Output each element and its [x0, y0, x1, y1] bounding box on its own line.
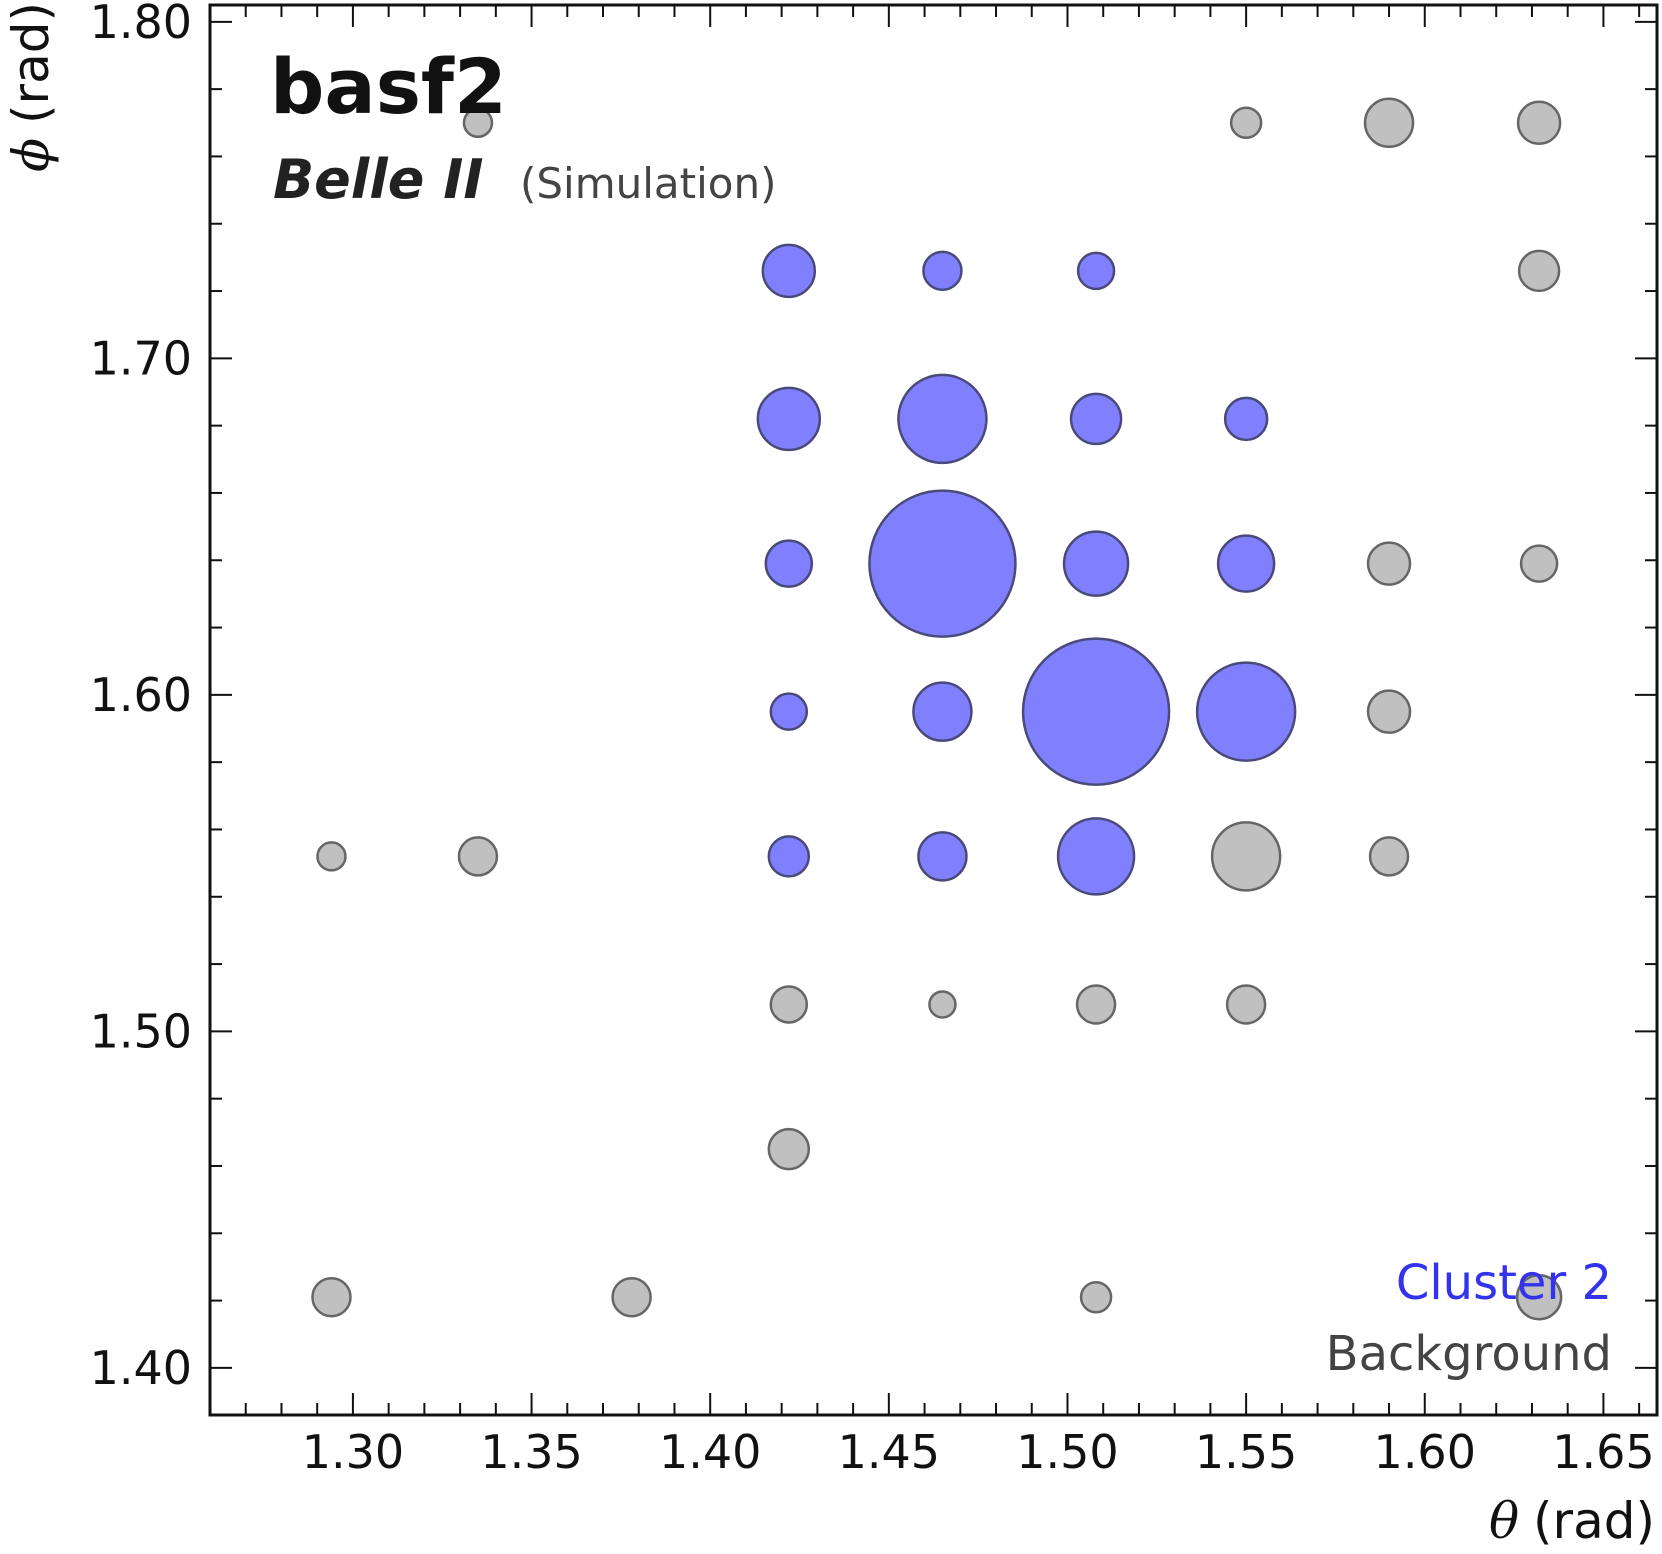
cluster-point	[922, 250, 963, 292]
y-axis-unit: (rad)	[2, 2, 60, 124]
background-point	[1229, 106, 1263, 140]
cluster-point	[1216, 534, 1276, 593]
legend-entry-background: Background	[1326, 1326, 1612, 1382]
cluster-point	[1223, 396, 1269, 442]
x-tick-label: 1.30	[302, 1425, 404, 1479]
cluster-point	[1069, 392, 1123, 446]
background-point	[311, 1276, 352, 1318]
cluster-point	[1076, 251, 1116, 291]
cluster-point	[917, 831, 968, 882]
background-point	[611, 1276, 652, 1318]
x-tick-label: 1.60	[1374, 1425, 1476, 1479]
background-point	[1363, 97, 1415, 149]
background-point	[1515, 1273, 1563, 1321]
simulation-status-label: (Simulation)	[520, 159, 777, 208]
background-point	[462, 107, 494, 139]
cluster-point	[868, 489, 1017, 638]
software-label: basf2	[270, 42, 507, 131]
x-tick-label: 1.40	[659, 1425, 761, 1479]
background-point	[1210, 821, 1282, 892]
x-tick-label: 1.55	[1195, 1425, 1297, 1479]
tick-labels: 1.30 1.35 1.40 1.45 1.50 1.55 1.60 1.65 1.40 1.50…	[90, 0, 1655, 1479]
cluster-point	[756, 386, 822, 452]
plot-frame	[208, 3, 1659, 1417]
background-point	[1079, 1280, 1113, 1314]
background-point	[1366, 689, 1412, 734]
y-tick-label: 1.80	[90, 0, 192, 49]
cluster-point	[912, 681, 973, 742]
background-point	[769, 985, 809, 1024]
cluster-point	[764, 539, 814, 588]
background-point	[1516, 100, 1562, 146]
y-tick-label: 1.60	[90, 668, 192, 722]
x-axis-unit: (rad)	[1533, 1492, 1655, 1550]
cluster-point	[1056, 817, 1136, 896]
cluster-point	[897, 373, 988, 465]
x-tick-label: 1.45	[838, 1425, 940, 1479]
x-axis-label: θ (rad)	[1489, 1492, 1655, 1550]
data-points	[311, 97, 1563, 1321]
background-point	[457, 836, 499, 877]
cluster-point	[1195, 661, 1297, 762]
cluster-point	[769, 692, 809, 731]
y-tick-label: 1.50	[90, 1004, 192, 1058]
legend-entry-cluster: Cluster 2	[1396, 1255, 1612, 1311]
cluster-point	[761, 243, 817, 299]
background-point	[1517, 249, 1561, 293]
background-point	[1225, 984, 1267, 1025]
y-axis-symbol: ϕ	[2, 138, 60, 172]
axis-ticks	[209, 5, 1657, 1415]
y-tick-label: 1.40	[90, 1341, 192, 1395]
background-point	[316, 841, 347, 872]
background-point	[1519, 544, 1559, 583]
background-point	[1075, 984, 1117, 1025]
background-point	[767, 1127, 811, 1171]
x-tick-label: 1.65	[1552, 1425, 1654, 1479]
cluster-point	[1062, 530, 1130, 597]
x-axis-symbol: θ	[1489, 1492, 1519, 1550]
background-point	[928, 990, 957, 1019]
cluster-point	[767, 835, 811, 878]
x-tick-label: 1.50	[1016, 1425, 1118, 1479]
x-tick-label: 1.35	[480, 1425, 582, 1479]
background-point	[1366, 541, 1412, 586]
experiment-label: Belle II	[273, 148, 483, 211]
cluster-point	[1021, 637, 1171, 786]
background-point	[1368, 836, 1410, 877]
y-tick-label: 1.70	[90, 331, 192, 385]
y-axis-label: ϕ (rad)	[2, 2, 60, 172]
